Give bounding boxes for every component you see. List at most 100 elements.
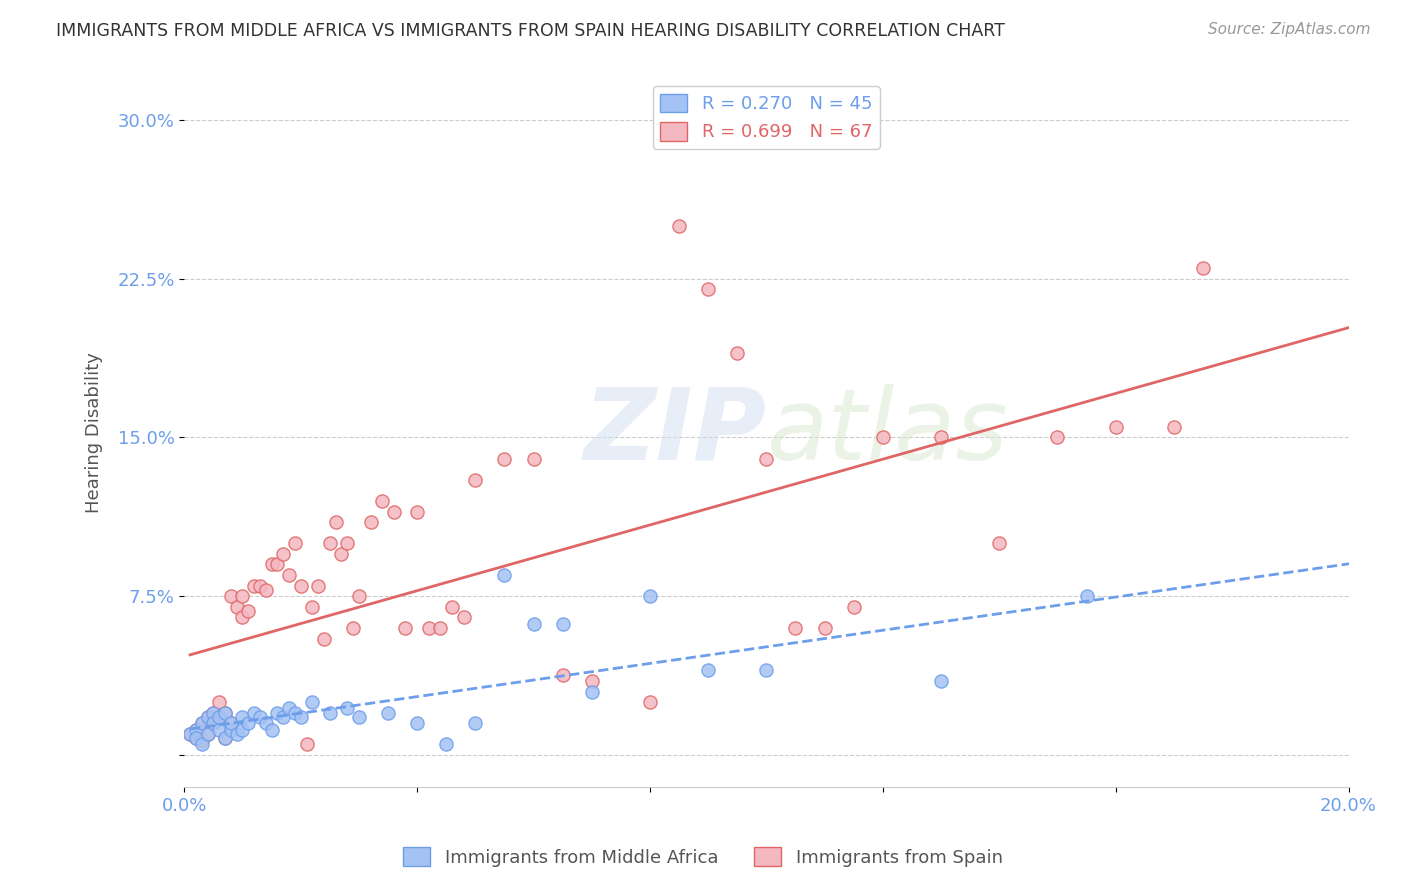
Point [260,723,283,737]
Point [755,664,778,678]
Point [929,430,952,444]
Point [330,547,353,561]
Point [668,219,690,233]
Point [271,710,294,724]
Point [254,582,277,597]
Point [208,723,231,737]
Point [214,706,236,720]
Point [394,621,416,635]
Point [208,710,231,724]
Point [336,701,359,715]
Point [202,706,225,720]
Point [842,599,865,614]
Point [342,621,364,635]
Point [238,716,260,731]
Point [382,504,405,518]
Point [301,695,323,709]
Point [225,599,247,614]
Point [371,494,394,508]
Point [231,723,253,737]
Point [266,706,288,720]
Point [197,727,219,741]
Point [278,701,301,715]
Point [290,710,312,724]
Point [494,451,516,466]
Point [325,515,347,529]
Point [872,430,894,444]
Legend: R = 0.270   N = 45, R = 0.699   N = 67: R = 0.270 N = 45, R = 0.699 N = 67 [654,87,880,149]
Point [453,610,475,624]
Point [360,515,382,529]
Point [179,727,201,741]
Point [254,716,277,731]
Point [295,738,318,752]
Point [301,599,323,614]
Point [190,738,212,752]
Point [284,536,307,550]
Point [697,282,720,296]
Point [522,616,544,631]
Point [249,579,271,593]
Point [406,716,429,731]
Point [231,710,253,724]
Point [231,589,253,603]
Point [522,451,544,466]
Point [551,616,574,631]
Point [249,710,271,724]
Point [243,579,266,593]
Point [988,536,1011,550]
Point [208,710,231,724]
Point [319,536,342,550]
Point [307,579,329,593]
Point [214,731,236,746]
Point [202,706,225,720]
Y-axis label: Hearing Disability: Hearing Disability [86,351,103,513]
Point [441,599,464,614]
Point [260,558,283,572]
Point [266,558,288,572]
Point [429,621,451,635]
Point [219,716,242,731]
Point [336,536,359,550]
Point [231,610,253,624]
Point [238,604,260,618]
Point [214,731,236,746]
Point [494,568,516,582]
Point [1046,430,1069,444]
Text: IMMIGRANTS FROM MIDDLE AFRICA VS IMMIGRANTS FROM SPAIN HEARING DISABILITY CORREL: IMMIGRANTS FROM MIDDLE AFRICA VS IMMIGRA… [56,22,1005,40]
Point [929,673,952,688]
Point [434,738,457,752]
Point [312,632,335,646]
Point [319,706,342,720]
Point [208,695,231,709]
Point [813,621,835,635]
Point [197,710,219,724]
Point [755,451,778,466]
Point [184,731,207,746]
Point [347,710,370,724]
Point [202,716,225,731]
Text: ZIP: ZIP [583,384,766,481]
Point [581,673,603,688]
Point [219,723,242,737]
Point [347,589,370,603]
Point [243,706,266,720]
Point [214,706,236,720]
Text: atlas: atlas [766,384,1008,481]
Point [225,727,247,741]
Point [1163,420,1185,434]
Point [190,733,212,747]
Point [1104,420,1126,434]
Point [184,731,207,746]
Point [1076,589,1098,603]
Point [184,723,207,737]
Point [284,706,307,720]
Point [278,568,301,582]
Point [190,716,212,731]
Point [638,695,661,709]
Point [271,547,294,561]
Point [179,727,201,741]
Point [551,667,574,681]
Point [697,664,720,678]
Point [190,716,212,731]
